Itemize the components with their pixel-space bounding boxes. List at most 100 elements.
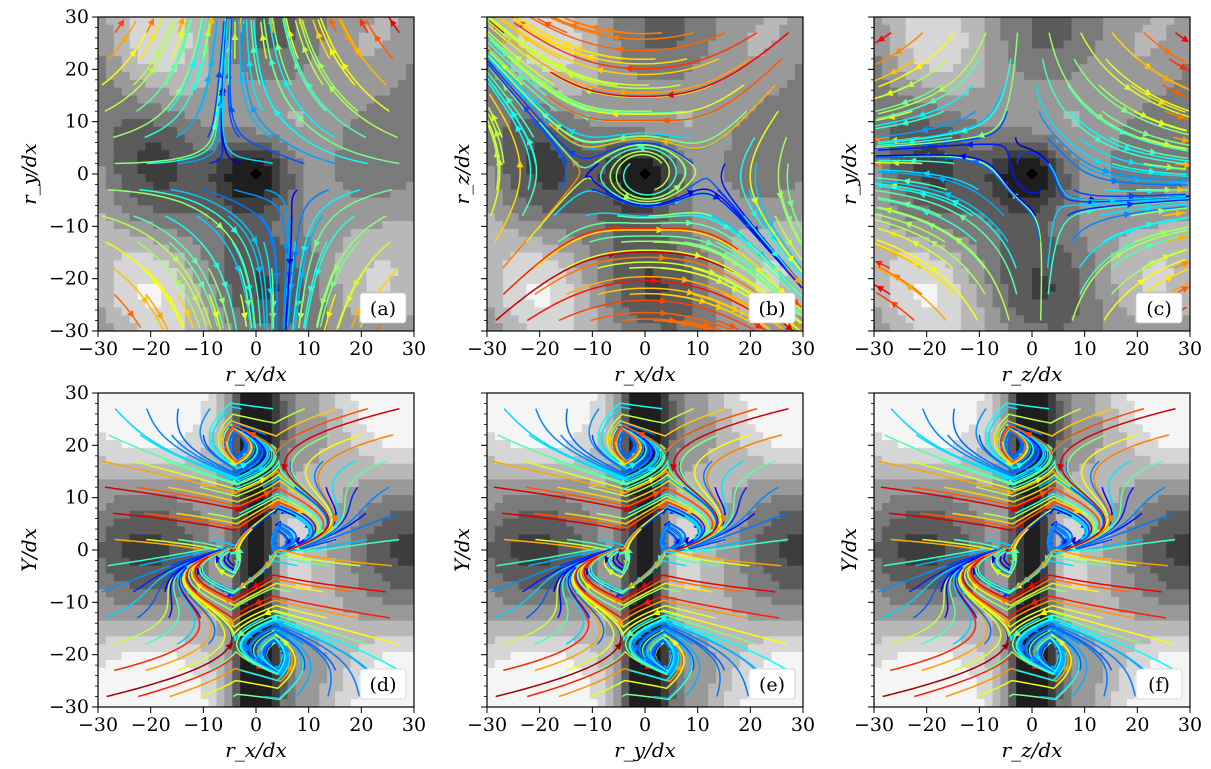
streamline — [507, 55, 745, 115]
streamline-arrow — [643, 598, 652, 605]
streamline-arrow — [651, 277, 659, 285]
x-tick-label: −20 — [131, 714, 171, 736]
streamline — [497, 17, 562, 60]
streamline-arrow — [954, 237, 963, 245]
streamline-arrow — [223, 597, 231, 604]
streamline-arrow — [616, 618, 624, 626]
streamline-arrow — [1184, 161, 1190, 169]
streamline-arrow — [248, 432, 257, 439]
streamline — [139, 188, 262, 327]
streamline-arrow — [1162, 254, 1171, 261]
x-tick-label: 30 — [791, 338, 815, 360]
streamline — [660, 512, 787, 553]
streamline — [564, 17, 663, 35]
streamline-arrow — [673, 184, 682, 192]
streamline-arrow — [227, 618, 235, 626]
streamline — [491, 18, 650, 86]
streamline-arrow — [326, 311, 333, 319]
streamline — [875, 154, 1037, 217]
streamline — [113, 293, 142, 329]
streamline — [553, 17, 600, 34]
streamline — [876, 177, 948, 191]
streamline — [526, 280, 771, 324]
streamline — [488, 50, 524, 86]
streamline-arrow — [334, 263, 341, 272]
streamline-arrow — [219, 100, 226, 108]
streamline-arrow — [1073, 506, 1082, 513]
streamline — [340, 19, 387, 86]
streamline-arrow — [637, 432, 646, 439]
streamline-arrow — [245, 285, 253, 293]
streamline — [282, 18, 327, 112]
streamline — [489, 39, 589, 112]
x-axis-label: r_x/dx — [225, 738, 287, 762]
streamline — [1105, 58, 1190, 112]
streamlines — [101, 17, 401, 331]
streamline-arrow — [1015, 463, 1024, 470]
streamline — [168, 241, 219, 327]
streamline — [259, 215, 278, 330]
streamline-arrow — [176, 30, 184, 39]
streamline-arrow — [704, 529, 712, 537]
streamline — [1059, 407, 1176, 551]
streamline-arrow — [634, 632, 642, 640]
streamline-arrow — [686, 288, 695, 296]
y-axis-label: r_y/dx — [837, 143, 861, 205]
streamline-arrow — [353, 279, 360, 288]
streamline — [301, 19, 359, 112]
streamline — [323, 294, 337, 331]
streamline — [877, 198, 978, 243]
streamline — [304, 215, 356, 330]
streamline — [1048, 163, 1186, 201]
x-tick-label: 30 — [402, 714, 426, 736]
streamline-arrow — [234, 265, 241, 273]
streamline — [878, 206, 1010, 321]
streamline-arrow — [183, 309, 190, 318]
streamline — [271, 512, 398, 553]
streamline — [1046, 197, 1187, 269]
streamline — [317, 19, 356, 86]
streamline — [1110, 248, 1189, 295]
streamline-arrow — [286, 664, 294, 673]
streamline-arrow — [359, 18, 367, 27]
streamline-arrow — [907, 80, 915, 87]
streamline-arrow — [606, 569, 615, 576]
streamline-arrow — [1120, 106, 1129, 113]
streamline-arrow — [215, 70, 223, 78]
streamline-arrow — [712, 193, 721, 200]
streamline — [233, 188, 287, 329]
streamline-arrow — [971, 159, 980, 167]
streamline-arrow — [204, 28, 212, 37]
x-tick-label: −30 — [78, 714, 118, 736]
streamline-arrow — [1181, 286, 1190, 293]
streamline-arrow — [640, 581, 649, 589]
streamline-arrow — [231, 33, 239, 41]
streamline-arrow — [732, 259, 741, 267]
streamline-arrow — [647, 477, 656, 484]
x-tick-label: 10 — [1073, 338, 1097, 360]
streamline — [672, 407, 789, 551]
streamline-arrow — [746, 267, 755, 275]
streamline — [1080, 32, 1190, 118]
streamline-arrow — [965, 141, 973, 148]
streamline-arrow — [1165, 275, 1174, 283]
streamline-arrow — [921, 209, 930, 216]
streamline — [876, 136, 953, 147]
streamline-arrow — [874, 260, 883, 268]
streamline — [1014, 434, 1170, 589]
streamline — [877, 266, 923, 295]
streamline — [176, 294, 195, 329]
panel-tag: (e) — [759, 674, 785, 696]
streamline-arrow — [297, 312, 305, 320]
streamline — [874, 84, 974, 127]
streamline — [754, 163, 803, 270]
streamline-arrow — [306, 81, 314, 90]
streamline — [1048, 32, 1187, 151]
y-tick-label: 10 — [65, 487, 89, 509]
streamline-arrow — [257, 466, 266, 474]
streamlines — [874, 32, 1190, 322]
contour-background — [98, 17, 414, 331]
streamline — [136, 19, 191, 112]
streamline — [319, 241, 360, 328]
streamline-arrow — [221, 281, 228, 289]
